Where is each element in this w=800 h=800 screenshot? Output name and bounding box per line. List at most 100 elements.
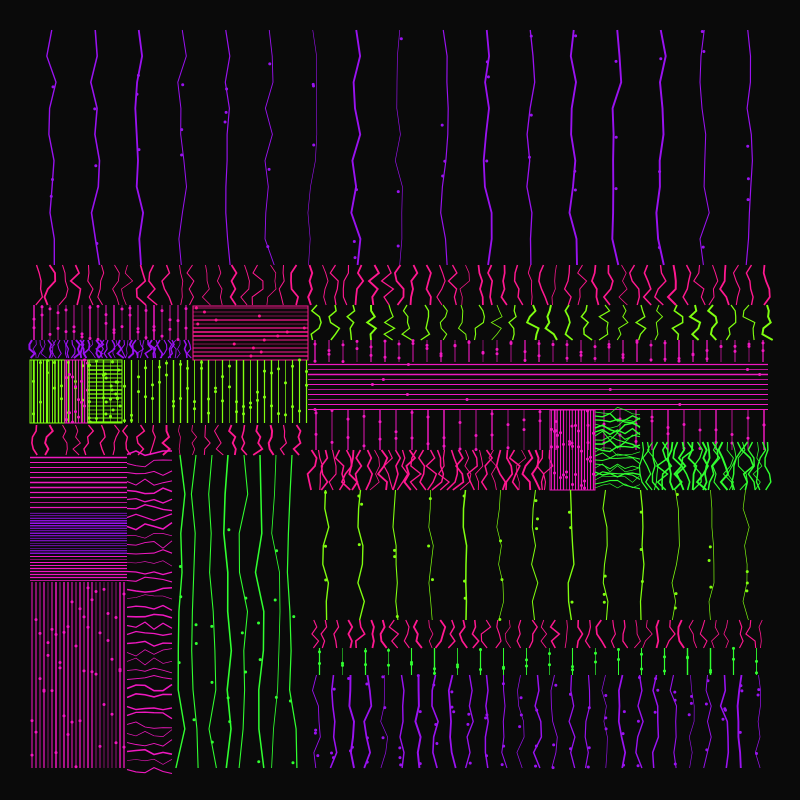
squiggle [213,424,224,456]
dot [579,350,583,354]
green-dotted-verticals [318,646,758,675]
zigzag-line [126,450,172,457]
wavy-line [601,674,608,769]
zigzag-line [594,479,641,490]
squiggle [745,619,757,649]
dot [194,306,198,310]
dot [327,349,331,353]
dot [640,579,644,583]
dot [249,401,252,405]
squiggle [576,619,584,649]
squiggle [473,304,485,341]
dot [77,398,80,402]
dot [522,418,526,422]
zigzag-line [594,444,641,453]
dot [708,545,712,549]
dot [656,688,660,692]
squiggle [99,424,106,456]
dot [689,701,693,705]
dot [168,318,172,322]
dot [565,356,569,360]
squiggle [63,339,68,359]
zigzag-line [126,667,173,674]
wavy-line [254,454,265,769]
squiggle [466,449,478,491]
squiggle [62,424,68,456]
dot [396,244,400,248]
dot [658,170,662,174]
line-pattern-layers [28,29,774,775]
squiggle [459,449,472,491]
squiggle [564,304,574,341]
dot [387,663,390,667]
squiggle [43,264,57,306]
dot [393,548,397,552]
wavy-line [617,674,627,769]
squiggle [125,339,129,359]
dot [40,305,44,309]
dot [410,662,413,666]
squiggle [525,304,540,341]
zigzag-line [594,463,641,470]
top-purple-waves [46,29,753,266]
dot [586,765,590,769]
squiggle [446,449,459,491]
squiggle [121,264,134,306]
wavy-line [550,674,558,769]
dot [527,155,531,159]
dot [86,364,90,368]
dot [341,663,344,667]
squiggle [252,424,264,456]
dot [66,625,70,629]
squiggle [420,304,431,341]
dot [123,419,126,423]
dot [535,527,539,531]
dot [104,376,108,380]
squiggle [69,264,82,306]
dot [165,373,168,377]
squiggle [383,304,396,341]
dot [106,639,110,643]
dot [666,426,670,430]
dot [433,667,436,671]
dot [192,718,196,722]
dot [74,410,77,414]
dot [80,379,83,383]
wavy-line [428,489,434,621]
squiggle [665,619,676,649]
dot [637,676,641,680]
zigzag-line [126,470,173,476]
dot [465,398,469,401]
dot [639,510,643,514]
dot [214,390,217,394]
dot [330,440,334,444]
dot [705,348,709,352]
dot [324,578,328,582]
dot [663,341,667,345]
dot [537,342,541,346]
dot [179,362,182,366]
dot [267,167,271,171]
wavy-line [312,674,321,769]
dot [318,662,321,666]
squiggle [216,264,223,306]
lime-wavy-lines [322,489,750,622]
lime-small-box [29,359,66,424]
squiggle [240,424,248,456]
dot [144,395,147,399]
dot [104,400,108,404]
dot [118,404,122,408]
dot [443,159,447,163]
wavy-line [392,489,399,621]
dot [568,440,571,444]
dot [519,713,523,717]
dot [314,411,318,415]
zigzag-line [126,630,173,636]
dot [691,352,695,356]
dot [82,669,86,673]
wavy-line [134,29,145,266]
dot [346,417,350,421]
dot [176,337,180,341]
squiggle [500,264,508,306]
dot [128,306,132,310]
